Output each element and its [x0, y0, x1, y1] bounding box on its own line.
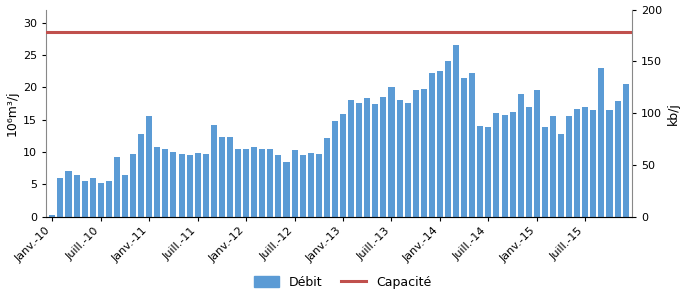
- Bar: [251, 147, 258, 217]
- Bar: [122, 175, 128, 217]
- Bar: [105, 181, 112, 217]
- Bar: [114, 157, 120, 217]
- Bar: [275, 155, 282, 217]
- Bar: [437, 71, 443, 217]
- Bar: [380, 97, 386, 217]
- Bar: [388, 87, 395, 217]
- Bar: [397, 100, 403, 217]
- Bar: [364, 98, 371, 217]
- Bar: [284, 162, 290, 217]
- Y-axis label: kb/j: kb/j: [667, 102, 680, 124]
- Bar: [195, 153, 201, 217]
- Bar: [405, 103, 411, 217]
- Bar: [421, 88, 427, 217]
- Bar: [66, 171, 71, 217]
- Bar: [493, 113, 499, 217]
- Bar: [469, 73, 475, 217]
- Bar: [501, 115, 508, 217]
- Bar: [211, 125, 217, 217]
- Bar: [138, 134, 144, 217]
- Bar: [429, 73, 435, 217]
- Bar: [534, 91, 540, 217]
- Bar: [299, 155, 306, 217]
- Bar: [73, 175, 79, 217]
- Bar: [453, 45, 459, 217]
- Bar: [542, 128, 548, 217]
- Bar: [316, 154, 322, 217]
- Bar: [332, 121, 338, 217]
- Bar: [154, 147, 160, 217]
- Bar: [219, 137, 225, 217]
- Bar: [340, 114, 346, 217]
- Bar: [582, 107, 588, 217]
- Bar: [614, 101, 621, 217]
- Bar: [235, 149, 241, 217]
- Bar: [486, 128, 491, 217]
- Bar: [606, 110, 612, 217]
- Bar: [90, 178, 96, 217]
- Bar: [623, 84, 629, 217]
- Legend: Débit, Capacité: Débit, Capacité: [249, 271, 436, 294]
- Bar: [477, 126, 484, 217]
- Bar: [98, 183, 104, 217]
- Bar: [259, 149, 265, 217]
- Bar: [599, 68, 604, 217]
- Bar: [292, 150, 297, 217]
- Bar: [574, 109, 580, 217]
- Bar: [49, 215, 55, 217]
- Bar: [82, 181, 88, 217]
- Bar: [171, 152, 177, 217]
- Bar: [186, 155, 192, 217]
- Bar: [267, 149, 273, 217]
- Bar: [566, 116, 572, 217]
- Bar: [445, 61, 451, 217]
- Bar: [518, 94, 524, 217]
- Bar: [203, 154, 209, 217]
- Bar: [510, 112, 516, 217]
- Bar: [162, 149, 169, 217]
- Bar: [58, 178, 64, 217]
- Bar: [308, 153, 314, 217]
- Bar: [590, 110, 597, 217]
- Bar: [373, 104, 378, 217]
- Bar: [550, 116, 556, 217]
- Bar: [227, 137, 233, 217]
- Bar: [412, 91, 419, 217]
- Bar: [146, 116, 152, 217]
- Bar: [130, 154, 136, 217]
- Bar: [356, 103, 362, 217]
- Bar: [324, 138, 330, 217]
- Bar: [461, 77, 467, 217]
- Bar: [348, 100, 354, 217]
- Bar: [558, 134, 564, 217]
- Y-axis label: 10⁶m³/j: 10⁶m³/j: [5, 90, 18, 136]
- Bar: [525, 107, 532, 217]
- Bar: [179, 154, 184, 217]
- Bar: [243, 149, 249, 217]
